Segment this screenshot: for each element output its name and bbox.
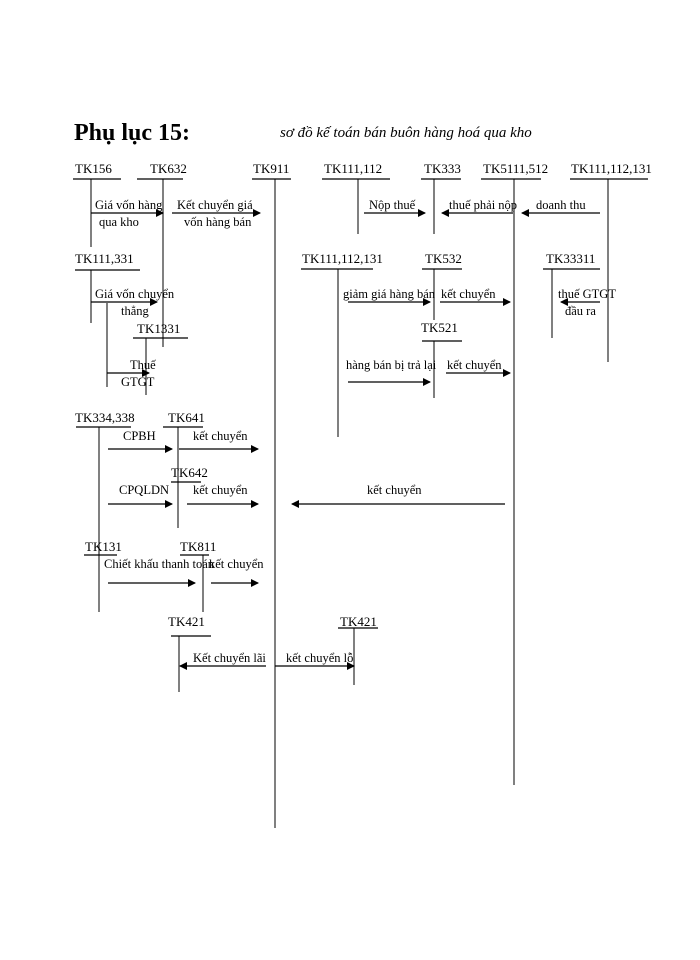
flow-label: Kết chuyển giá — [177, 198, 253, 212]
account-label: TK131 — [85, 539, 122, 554]
account-tk532: TK532 — [422, 251, 462, 320]
account-label: TK5111,512 — [483, 161, 548, 176]
flow-label: CPBH — [123, 429, 156, 443]
account-label: TK911 — [253, 161, 289, 176]
account-tk111-112-131-b: TK111,112,131 — [301, 251, 383, 437]
flow-label: kết chuyển — [367, 483, 422, 497]
flow-label: kết chuyển lỗ — [286, 651, 353, 665]
account-tk333: TK333 — [421, 161, 461, 234]
account-label: TK334,338 — [75, 410, 135, 425]
flow-label: kết chuyển — [447, 358, 502, 372]
flow-label: thuế GTGT — [558, 287, 616, 301]
account-label: TK333 — [424, 161, 461, 176]
account-label: TK632 — [150, 161, 187, 176]
account-label: TK642 — [171, 465, 208, 480]
account-tk642: TK642 — [171, 465, 208, 483]
account-label: TK111,331 — [75, 251, 134, 266]
account-label: TK532 — [425, 251, 462, 266]
flow-label: thẳng — [121, 304, 150, 318]
flow-label: Thuế — [130, 358, 156, 372]
account-tk1331: TK1331 — [133, 321, 188, 395]
flow-label: CPQLDN — [119, 483, 169, 497]
account-tk5111-512: TK5111,512 — [481, 161, 548, 785]
flow-label: kết chuyển — [193, 483, 248, 497]
account-label: TK111,112,131 — [571, 161, 652, 176]
diagram-subtitle: sơ đồ kế toán bán buôn hàng hoá qua kho — [280, 125, 532, 141]
account-tk632: TK632 — [137, 161, 187, 347]
flow-label: Giá vốn hàng — [95, 198, 163, 212]
account-tk33311: TK33311 — [543, 251, 600, 338]
account-label: TK33311 — [546, 251, 595, 266]
account-label: TK811 — [180, 539, 216, 554]
account-label: TK521 — [421, 320, 458, 335]
account-tk421-right: TK421 — [338, 614, 378, 685]
flow-label: kết chuyển — [209, 557, 264, 571]
account-label: TK421 — [168, 614, 205, 629]
flow-label: kết chuyển — [193, 429, 248, 443]
flow-label: qua kho — [99, 215, 139, 229]
flow-label: doanh thu — [536, 198, 586, 212]
account-tk911: TK911 — [252, 161, 291, 828]
flow-label: Chiết khấu thanh toán — [104, 557, 215, 571]
flow-label: Kết chuyển lãi — [193, 651, 266, 665]
flow-label: Nộp thuế — [369, 198, 416, 212]
flow-label: hàng bán bị trả lại — [346, 358, 437, 372]
page-title: Phụ lục 15: — [74, 120, 190, 146]
account-label: TK641 — [168, 410, 205, 425]
flow-label: đầu ra — [565, 304, 596, 318]
account-tk334-338: TK334,338 — [75, 410, 135, 612]
account-label: TK111,112,131 — [302, 251, 383, 266]
account-tk521: TK521 — [421, 320, 462, 398]
account-label: TK1331 — [137, 321, 180, 336]
flow-label: giảm giá hàng bán — [343, 287, 436, 301]
account-label: TK111,112 — [324, 161, 382, 176]
account-tk811: TK811 — [180, 539, 216, 612]
flow-label: GTGT — [121, 375, 155, 389]
flow-label: Giá vốn chuyển — [95, 287, 175, 301]
flow-label: thuế phải nộp — [449, 198, 517, 212]
account-tk111-112-131: TK111,112,131 — [570, 161, 652, 362]
account-tk641: TK641 — [163, 410, 205, 528]
account-tk111-112: TK111,112 — [322, 161, 390, 234]
account-label: TK156 — [75, 161, 112, 176]
account-tk131: TK131 — [84, 539, 122, 556]
flow-label: vốn hàng bán — [184, 215, 252, 229]
flow-label: kết chuyển — [441, 287, 496, 301]
account-label: TK421 — [340, 614, 377, 629]
